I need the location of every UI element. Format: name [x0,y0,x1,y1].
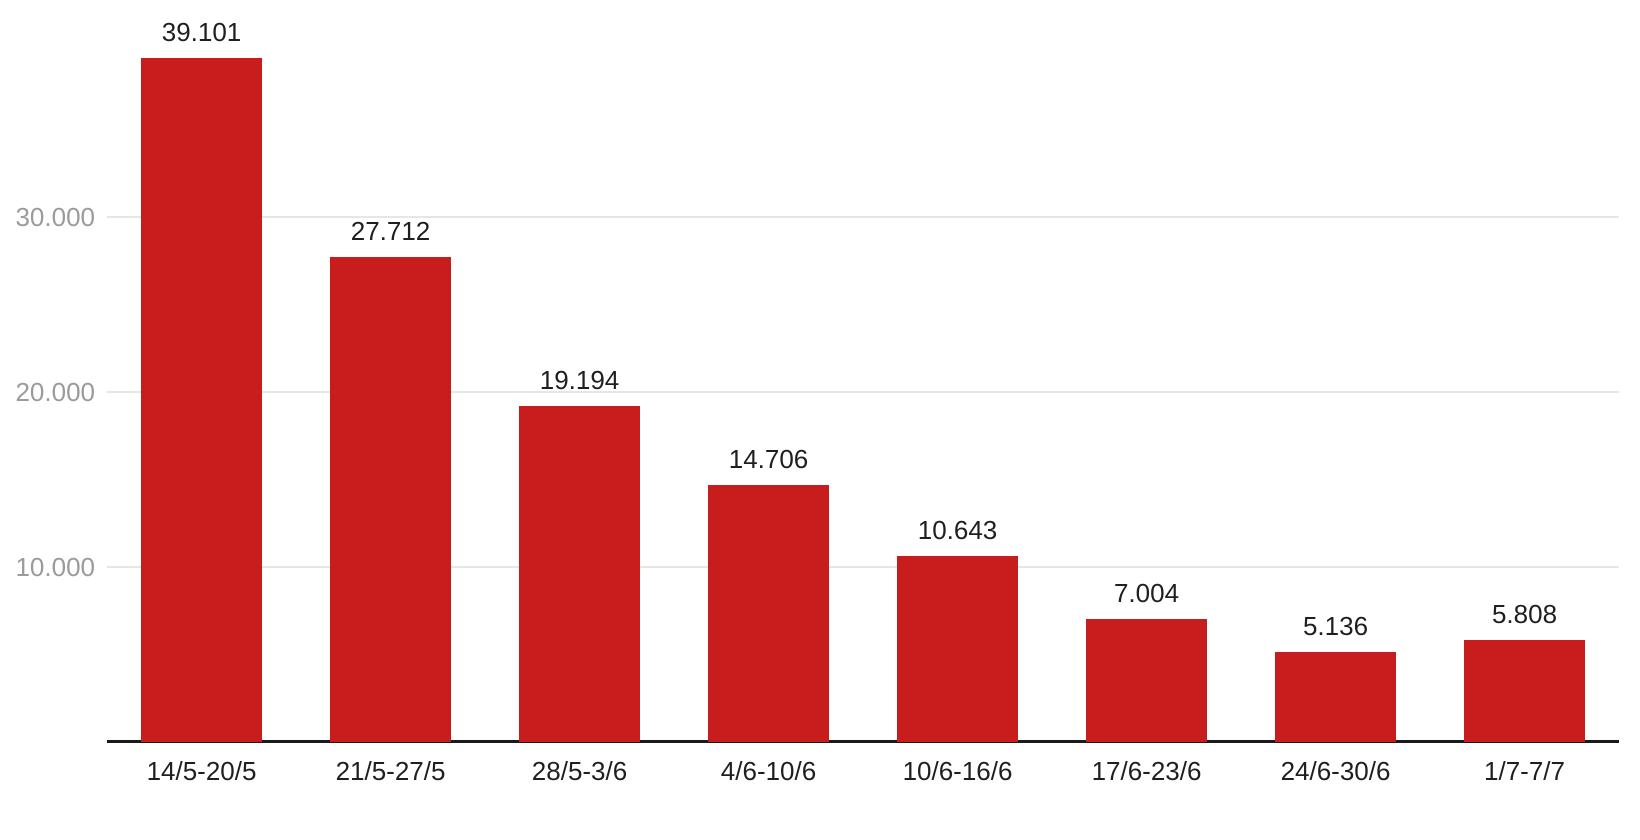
bar-value-label: 39.101 [161,16,242,47]
gridline [107,566,1619,568]
bar-value-label: 10.643 [917,514,998,545]
x-axis-category-label: 17/6-23/6 [1091,756,1202,786]
x-axis-category-label: 14/5-20/5 [146,756,257,786]
bar-value-label: 27.712 [350,216,431,247]
bar-value-label: 14.706 [728,443,809,474]
y-axis-tick-label: 30.000 [15,202,95,232]
bar-10/6-16/6 [897,555,1018,742]
bar-28/5-3/6 [519,406,640,742]
y-axis-tick-label: 10.000 [15,552,95,582]
bar-value-label: 7.004 [1113,578,1180,609]
x-axis-category-label: 4/6-10/6 [720,756,817,786]
plot-area: 39.101 27.712 19.194 14.706 10.643 7.004 5.136… [107,0,1619,743]
bar-4/6-10/6 [708,484,829,742]
x-axis-category-label: 21/5-27/5 [335,756,446,786]
bar-value-label: 19.194 [539,365,620,396]
bar-14/5-20/5 [141,57,262,742]
bar-24/6-30/6 [1275,652,1396,742]
bar-value-label: 5.808 [1491,599,1558,630]
x-axis-line [107,740,1619,743]
x-axis-category-label: 24/6-30/6 [1280,756,1391,786]
bar-17/6-23/6 [1086,619,1207,742]
bar-21/5-27/5 [330,257,451,742]
x-axis-category-label: 1/7-7/7 [1484,756,1565,786]
x-axis-category-label: 28/5-3/6 [531,756,628,786]
x-axis-category-label: 10/6-16/6 [902,756,1013,786]
bar-value-label: 5.136 [1302,611,1369,642]
y-axis-tick-label: 20.000 [15,377,95,407]
bar-1/7-7/7 [1464,640,1585,742]
gridline [107,216,1619,218]
gridline [107,391,1619,393]
